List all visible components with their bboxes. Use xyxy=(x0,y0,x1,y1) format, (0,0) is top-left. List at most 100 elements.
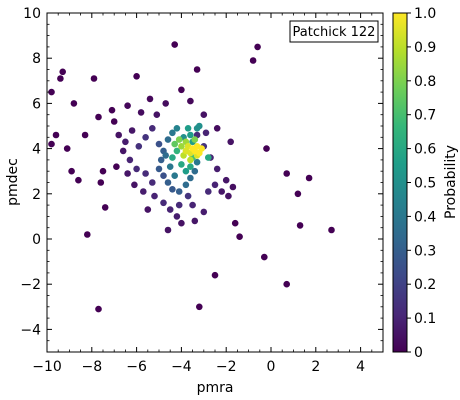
x-tick-label: 0 xyxy=(267,359,276,375)
data-point xyxy=(169,129,176,137)
data-point xyxy=(162,152,169,159)
y-tick-label: −4 xyxy=(20,322,41,338)
data-point xyxy=(108,106,116,114)
data-point xyxy=(205,154,212,161)
data-point xyxy=(225,192,232,200)
data-point xyxy=(191,217,199,225)
data-point xyxy=(187,174,194,182)
y-tick-label: 4 xyxy=(32,142,41,158)
data-point xyxy=(48,140,55,148)
y-tick-label: 0 xyxy=(32,232,41,248)
data-point xyxy=(175,201,183,209)
data-point xyxy=(57,75,64,82)
data-point xyxy=(187,156,194,164)
data-point xyxy=(211,271,219,279)
data-point xyxy=(169,186,176,193)
data-point xyxy=(133,73,140,80)
data-point xyxy=(227,138,234,146)
y-axis-label: pmdec xyxy=(5,158,21,206)
data-point xyxy=(95,113,102,121)
x-tick-label: −10 xyxy=(32,359,62,375)
data-point xyxy=(171,41,178,48)
data-point xyxy=(151,192,158,200)
data-point xyxy=(178,219,185,227)
data-point xyxy=(63,145,71,152)
data-point xyxy=(213,125,221,132)
data-point xyxy=(169,154,176,161)
data-point xyxy=(218,188,225,195)
data-point xyxy=(70,100,78,107)
data-point xyxy=(173,125,181,132)
data-point xyxy=(222,176,230,184)
colorbar: 0 0.1 0.2 0.3 0.4 0.5 0.6 0.7 0.8 0.9 1.0 Probabil… xyxy=(392,6,459,361)
data-point xyxy=(191,136,199,143)
data-point xyxy=(115,131,122,139)
data-point xyxy=(205,188,212,195)
colorbar-label: Probability xyxy=(443,145,459,219)
data-point xyxy=(184,192,192,200)
data-point xyxy=(283,280,291,288)
data-point xyxy=(133,165,140,173)
data-point xyxy=(140,188,147,195)
data-point xyxy=(173,147,181,155)
y-tick-label: 8 xyxy=(32,51,41,67)
data-point xyxy=(164,226,172,234)
data-point xyxy=(328,226,335,234)
data-point xyxy=(213,165,221,173)
data-point xyxy=(231,219,239,227)
data-point xyxy=(175,136,183,143)
data-point xyxy=(200,111,208,118)
colorbar-tick-label: 0 xyxy=(414,345,423,361)
data-point xyxy=(155,140,163,148)
colorbar-gradient xyxy=(392,12,408,353)
annotation-box: Patchick 122 xyxy=(289,20,379,43)
data-point xyxy=(144,206,152,213)
data-point xyxy=(119,147,127,155)
colorbar-tick-label: 0.8 xyxy=(414,74,436,90)
data-point xyxy=(155,165,163,173)
data-point xyxy=(171,172,178,179)
points-layer xyxy=(48,41,335,313)
data-point xyxy=(135,143,143,150)
data-point xyxy=(193,66,201,73)
data-point xyxy=(254,43,261,51)
x-tick-label: −4 xyxy=(171,359,192,375)
data-point xyxy=(173,213,181,220)
data-point xyxy=(99,167,107,175)
data-point xyxy=(236,233,243,240)
data-point xyxy=(178,143,185,150)
data-point xyxy=(149,125,156,132)
data-point xyxy=(261,253,268,261)
data-point xyxy=(202,129,210,137)
colorbar-tick-label: 0.3 xyxy=(414,243,436,259)
y-tick-label: −2 xyxy=(20,277,41,293)
data-point xyxy=(178,161,185,168)
data-point xyxy=(182,167,190,175)
data-point xyxy=(110,118,118,125)
data-point xyxy=(95,305,102,313)
data-point xyxy=(52,131,60,139)
data-point xyxy=(81,131,89,139)
data-point xyxy=(142,134,149,141)
colorbar-ticks: 0 0.1 0.2 0.3 0.4 0.5 0.6 0.7 0.8 0.9 1.0 xyxy=(407,6,436,361)
data-point xyxy=(113,163,120,170)
data-point xyxy=(283,170,291,177)
data-point xyxy=(101,204,109,211)
colorbar-tick-label: 0.1 xyxy=(414,311,436,327)
data-point xyxy=(187,97,194,105)
x-tick-label: 2 xyxy=(311,359,320,375)
x-axis: −10 −8 −6 −4 −2 0 2 4 xyxy=(32,13,384,375)
data-point xyxy=(59,68,66,76)
annotation-text: Patchick 122 xyxy=(293,25,376,40)
data-point xyxy=(75,176,82,184)
data-point xyxy=(187,163,194,170)
y-tick-label: 2 xyxy=(32,187,41,203)
data-point xyxy=(122,138,129,146)
data-point xyxy=(84,231,91,238)
colorbar-tick-label: 0.7 xyxy=(414,108,436,124)
y-tick-label: 6 xyxy=(32,96,41,112)
data-point xyxy=(229,183,237,191)
data-point xyxy=(128,127,136,134)
data-point xyxy=(175,188,183,195)
